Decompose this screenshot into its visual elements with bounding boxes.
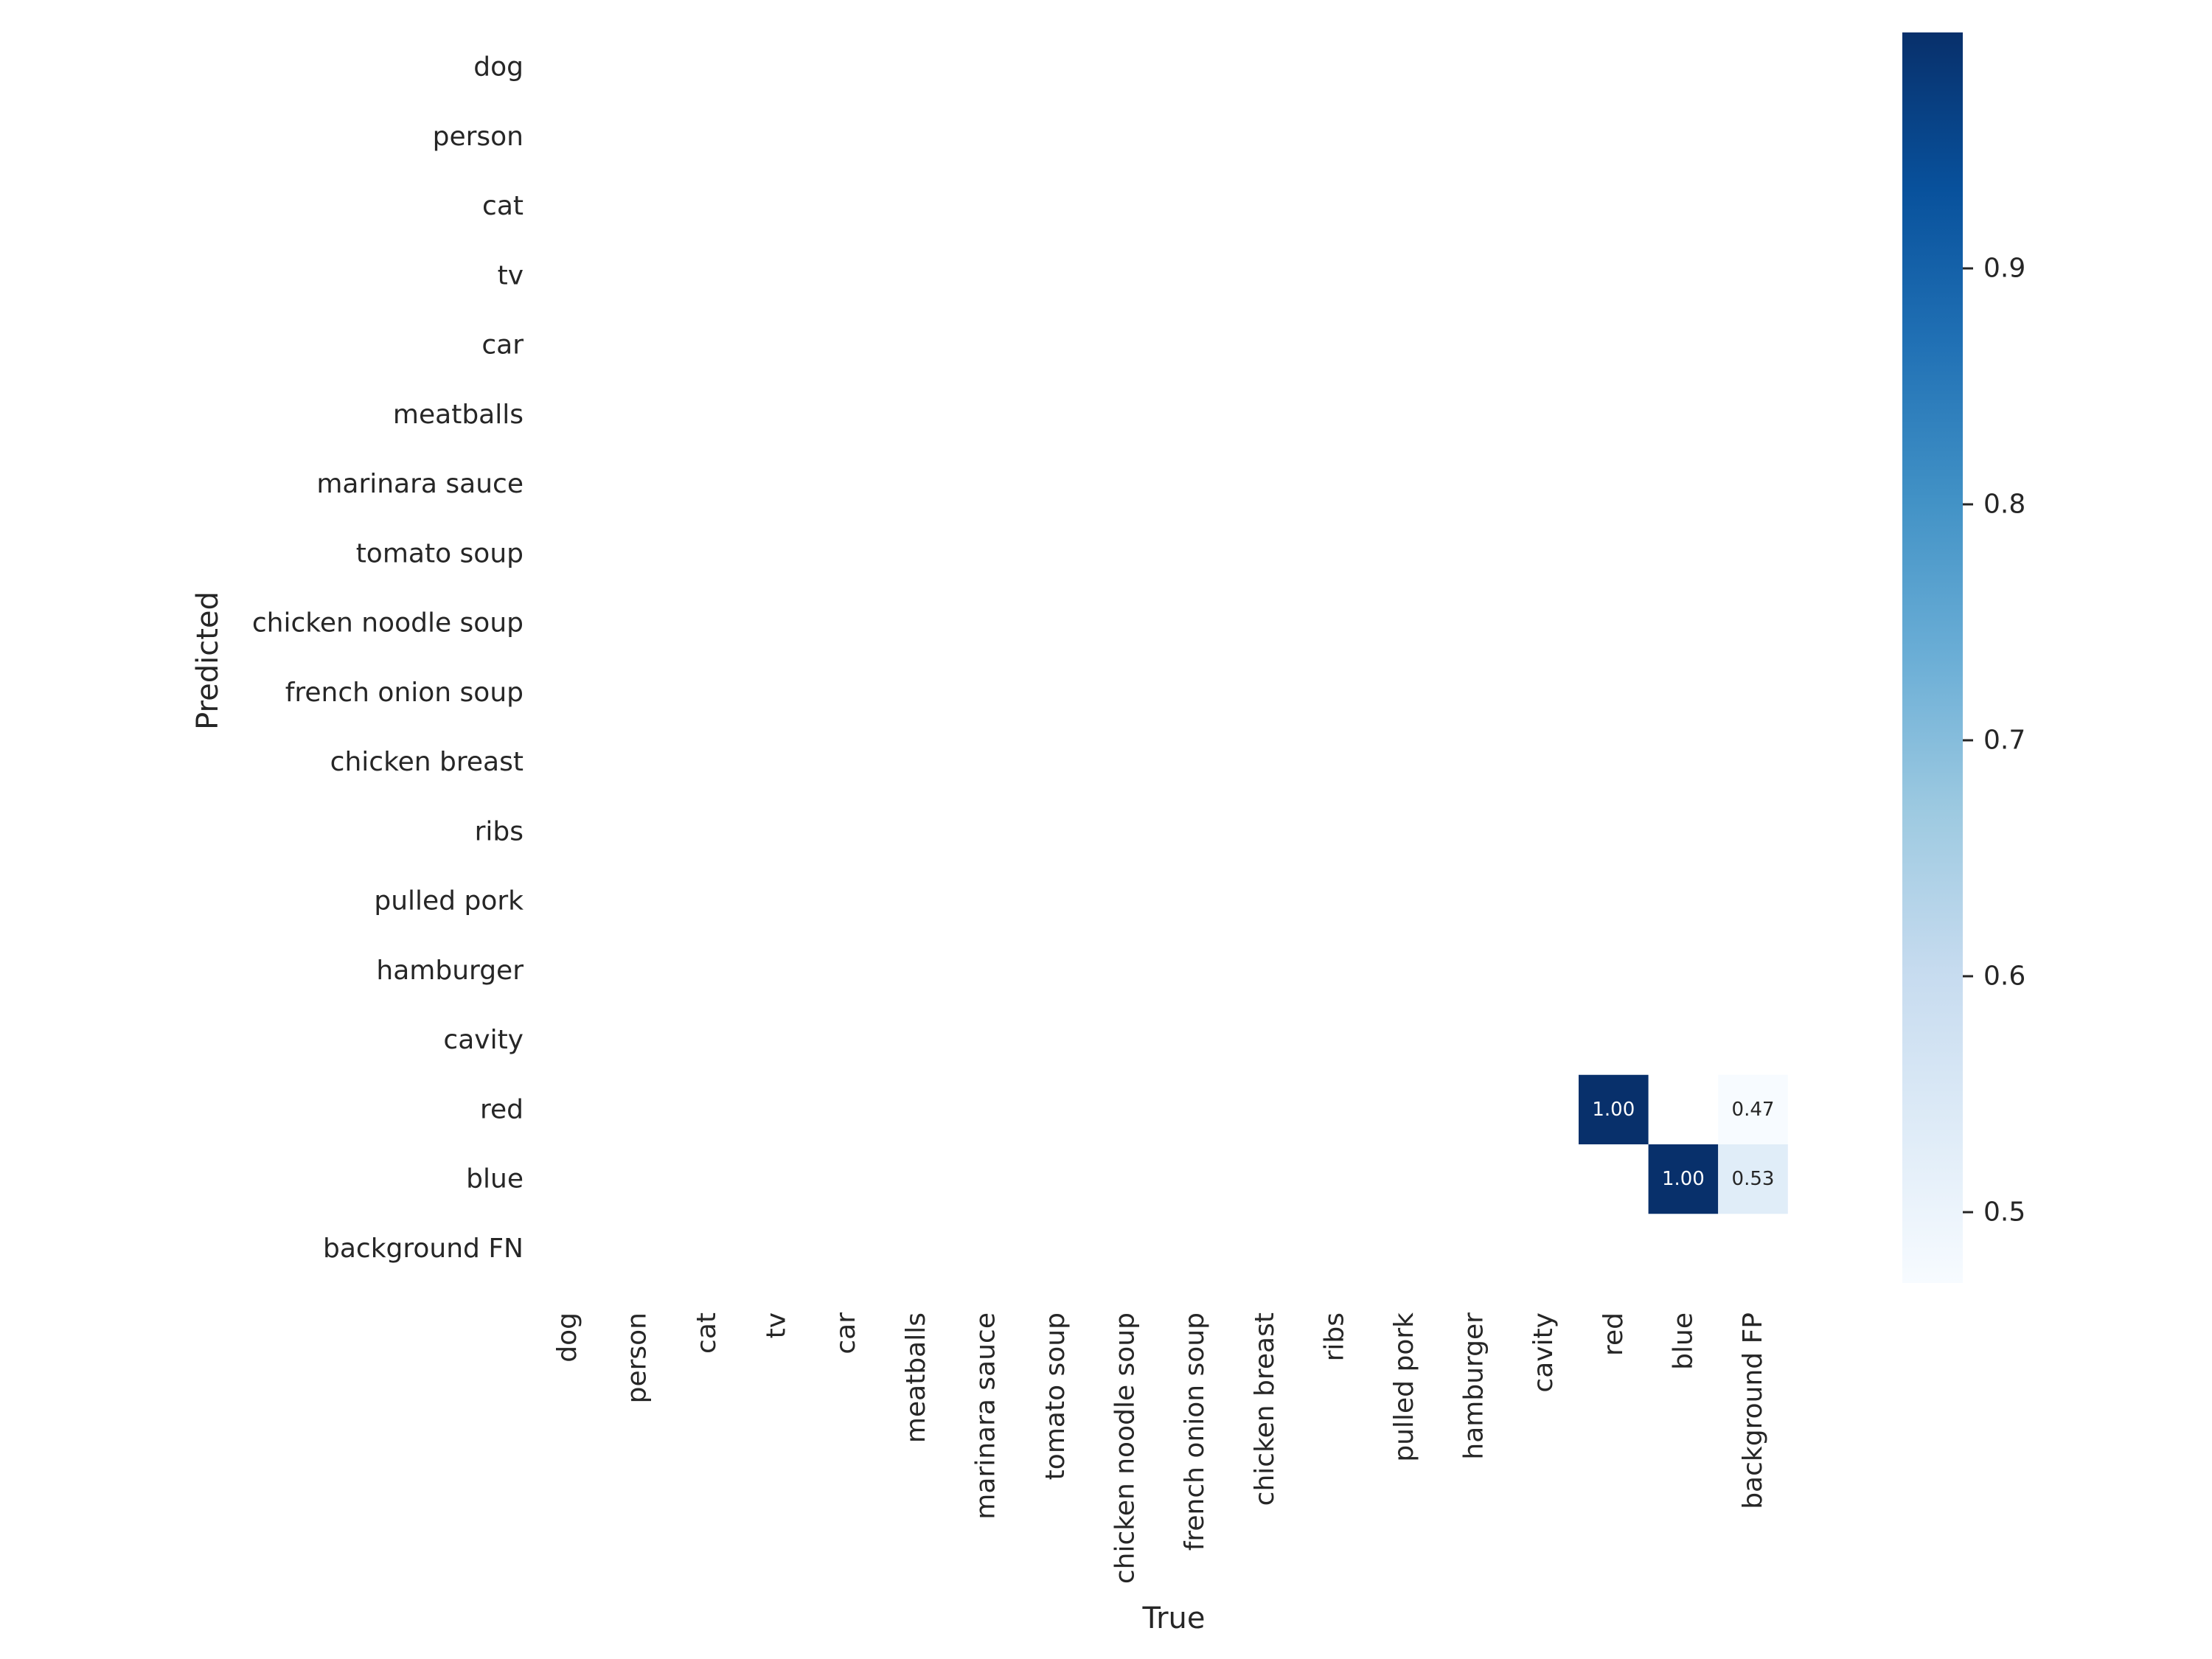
x-tick-person: person: [622, 1312, 652, 1403]
x-tick-chicken-breast: chicken breast: [1250, 1312, 1280, 1506]
x-tick-pulled-pork: pulled pork: [1389, 1312, 1419, 1462]
y-tick-blue: blue: [466, 1164, 524, 1194]
y-tick-labels: dog person cat tv car meatballs marinara sauce…: [252, 52, 524, 1264]
x-tick-cavity: cavity: [1528, 1312, 1559, 1393]
heatmap-cell-value: 0.53: [1732, 1168, 1775, 1190]
x-tick-blue: blue: [1668, 1312, 1698, 1370]
x-tick-tomato-soup: tomato soup: [1040, 1312, 1071, 1480]
x-tick-ribs: ribs: [1319, 1312, 1349, 1361]
y-tick-french-onion-soup: french onion soup: [285, 678, 524, 708]
x-tick-hamburger: hamburger: [1459, 1312, 1489, 1460]
y-tick-ribs: ribs: [475, 816, 524, 846]
heatmap-cell-value: 1.00: [1662, 1168, 1705, 1190]
heatmap-cell: [1718, 1144, 1788, 1214]
y-tick-background-fn: background FN: [323, 1234, 524, 1264]
y-tick-cat: cat: [482, 191, 524, 221]
y-tick-chicken-noodle-soup: chicken noodle soup: [252, 608, 524, 639]
y-tick-tomato-soup: tomato soup: [356, 538, 524, 568]
x-tick-cat: cat: [692, 1312, 722, 1354]
y-tick-pulled-pork: pulled pork: [374, 886, 524, 917]
heatmap-cell: [1648, 1144, 1719, 1214]
y-tick-hamburger: hamburger: [376, 956, 524, 986]
y-tick-dog: dog: [473, 52, 524, 83]
colorbar-gradient: [1902, 32, 1963, 1283]
x-tick-labels: dog person cat tv car meatballs marinara sauce…: [552, 1312, 1768, 1584]
heatmap-cell-value: 1.00: [1592, 1099, 1635, 1121]
y-tick-meatballs: meatballs: [393, 400, 524, 430]
heatmap-cells: 1.00 0.47 1.00 0.53: [1579, 1074, 1788, 1214]
x-tick-red: red: [1599, 1312, 1629, 1356]
x-tick-car: car: [831, 1312, 861, 1354]
x-tick-tv: tv: [762, 1312, 792, 1338]
colorbar-tick-label: 0.8: [1983, 490, 2025, 520]
x-axis-title: True: [1142, 1601, 1206, 1635]
heatmap-cell: [1718, 1074, 1788, 1144]
x-tick-meatballs: meatballs: [901, 1312, 931, 1443]
y-tick-car: car: [481, 330, 524, 361]
x-tick-background-fp: background FP: [1738, 1312, 1768, 1509]
colorbar-tick-label: 0.5: [1983, 1197, 2025, 1228]
x-tick-marinara-sauce: marinara sauce: [970, 1312, 1001, 1520]
y-axis-title: Predicted: [191, 591, 225, 730]
y-tick-person: person: [433, 122, 524, 152]
colorbar: 0.5 0.6 0.7 0.8 0.9: [1902, 32, 2025, 1283]
y-tick-chicken-breast: chicken breast: [330, 747, 524, 777]
y-tick-marinara-sauce: marinara sauce: [316, 469, 524, 499]
colorbar-tick-label: 0.6: [1983, 961, 2025, 992]
y-tick-red: red: [480, 1094, 524, 1124]
y-tick-tv: tv: [498, 260, 524, 291]
colorbar-tick-label: 0.9: [1983, 254, 2025, 284]
heatmap-cell: [1579, 1074, 1649, 1144]
colorbar-ticks: 0.5 0.6 0.7 0.8 0.9: [1963, 254, 2025, 1228]
x-tick-chicken-noodle-soup: chicken noodle soup: [1110, 1312, 1141, 1584]
x-tick-dog: dog: [552, 1312, 582, 1363]
colorbar-tick-label: 0.7: [1983, 726, 2025, 756]
heatmap-cell-value: 0.47: [1732, 1099, 1775, 1121]
x-tick-french-onion-soup: french onion soup: [1180, 1312, 1210, 1551]
y-tick-cavity: cavity: [443, 1025, 524, 1055]
